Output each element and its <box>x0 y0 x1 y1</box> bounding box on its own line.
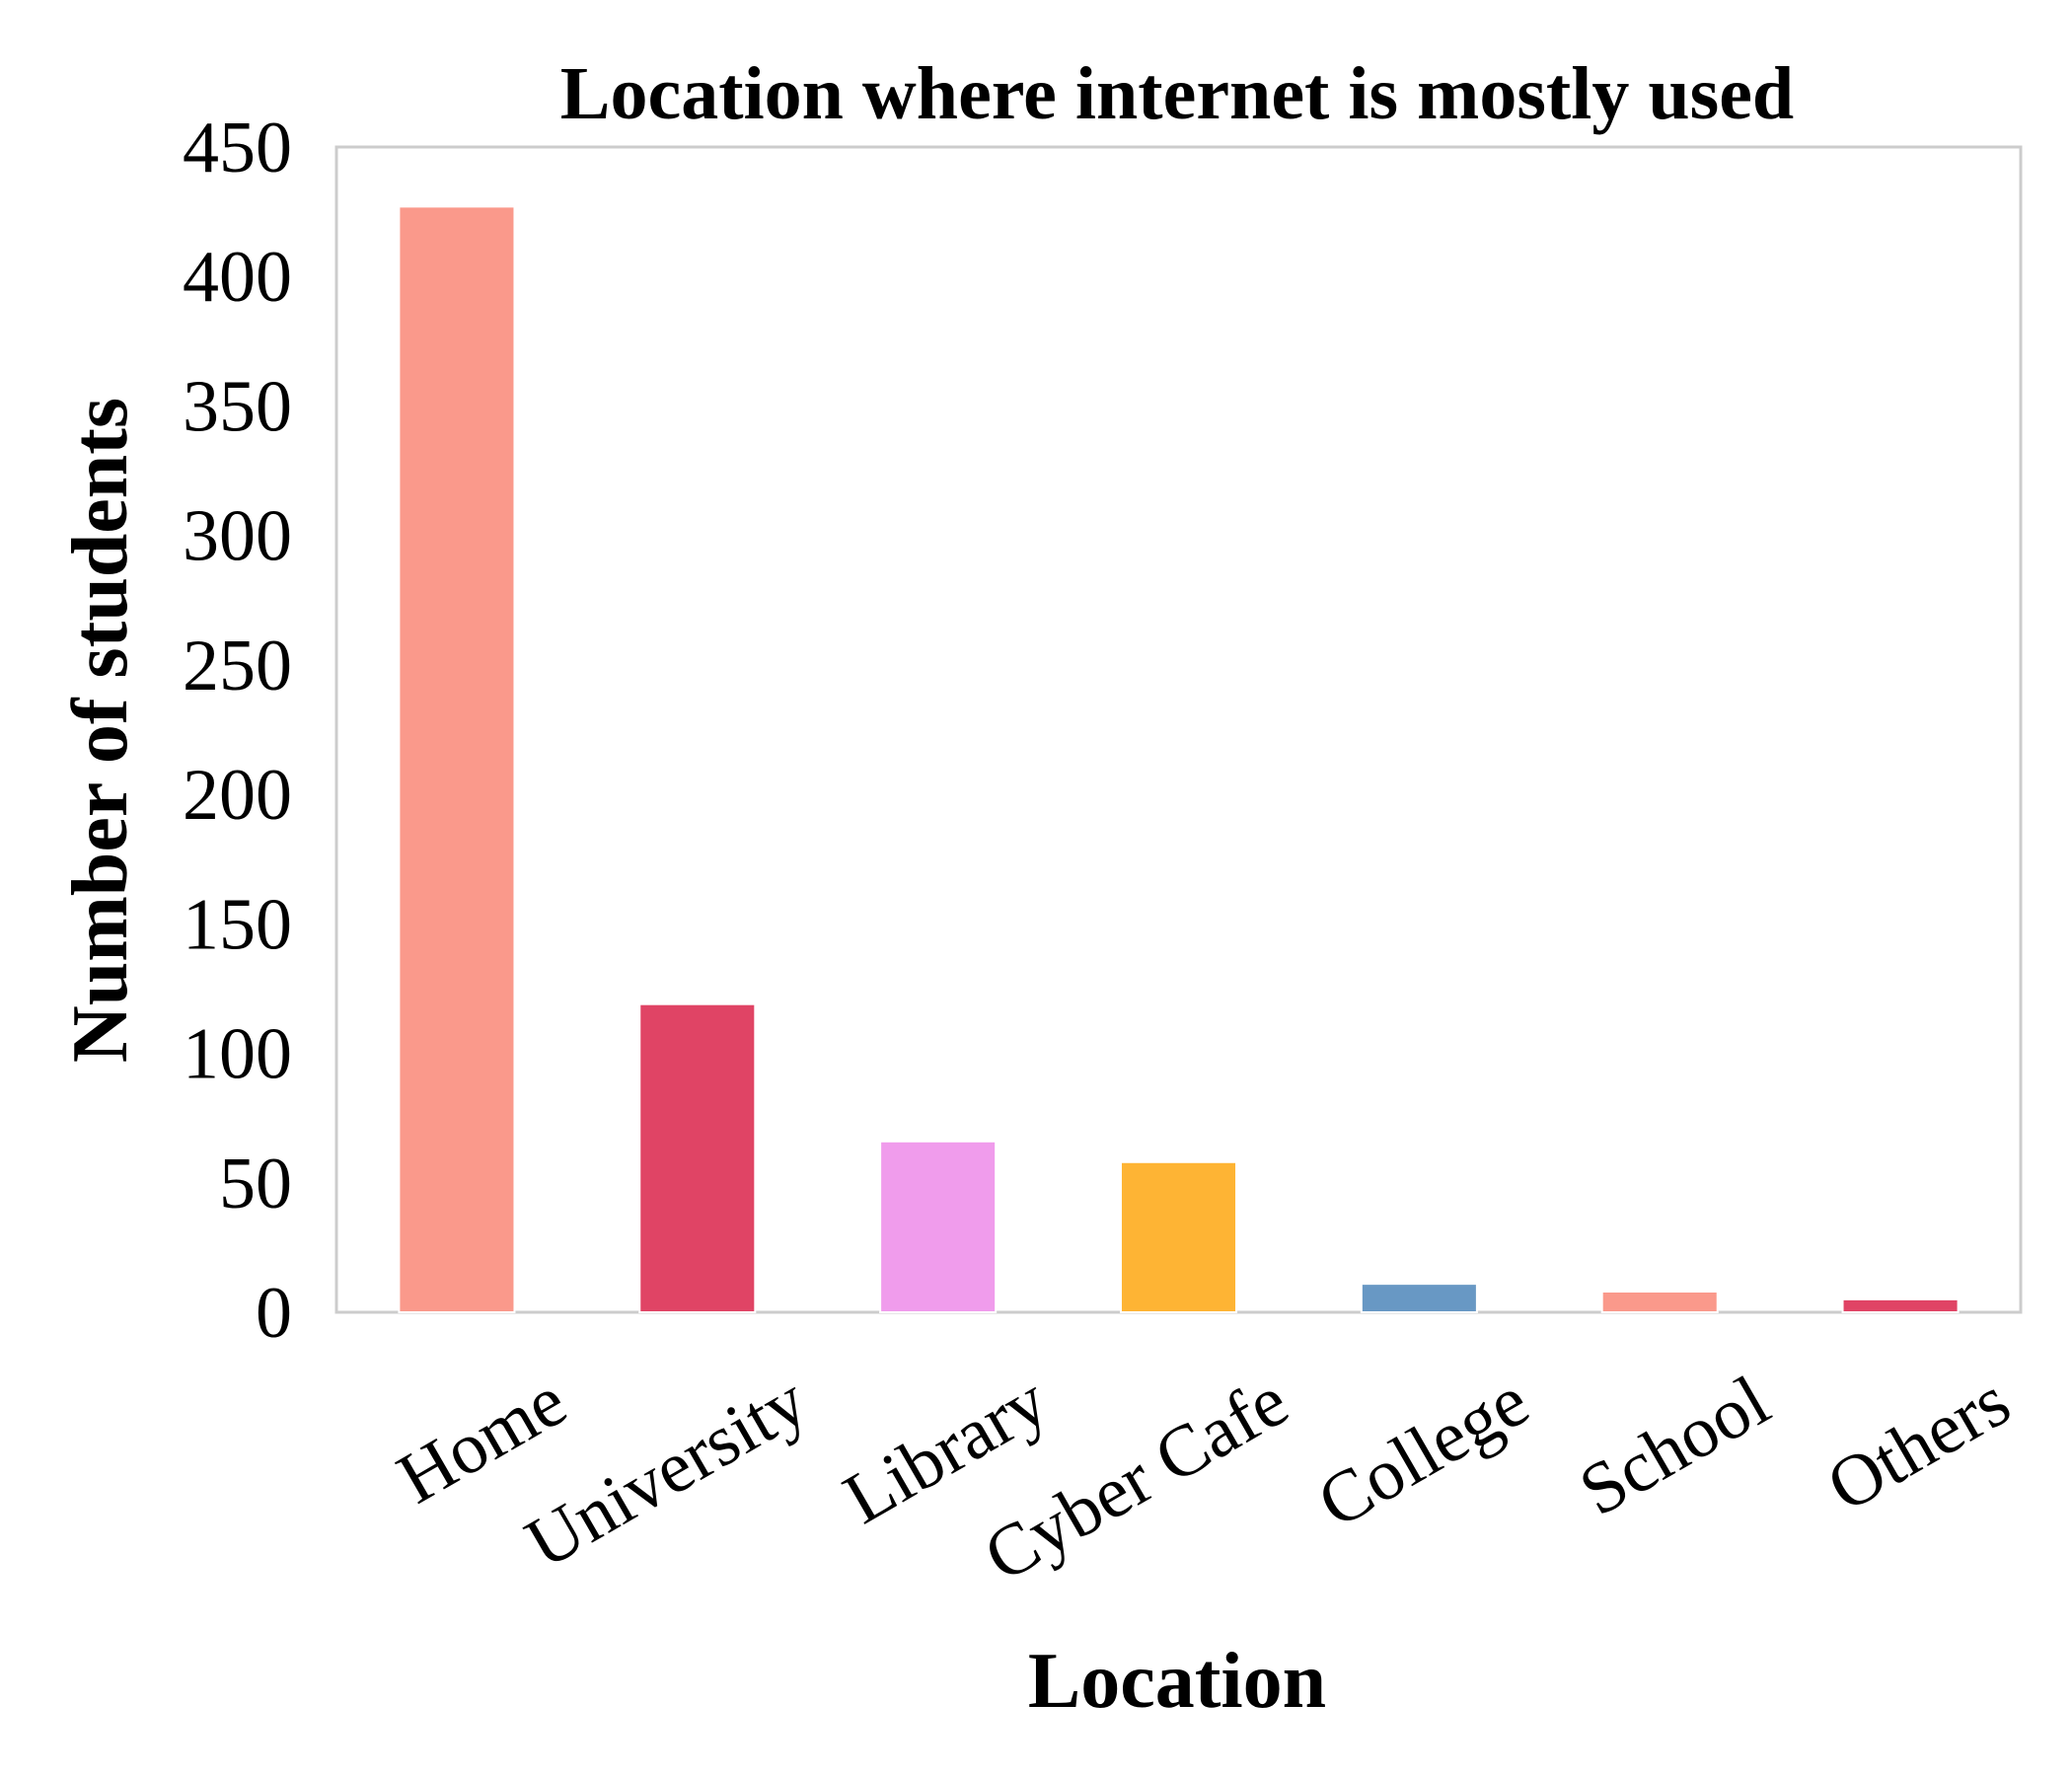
bar-library <box>879 1140 998 1313</box>
x-tick-label-college: College <box>1305 1361 1542 1544</box>
y-tick-label-350: 350 <box>183 366 292 447</box>
bar-home <box>398 205 516 1314</box>
bar-college <box>1360 1283 1478 1313</box>
bar-others <box>1841 1297 1960 1314</box>
x-tick-label-school: School <box>1567 1361 1783 1532</box>
x-tick-label-others: Others <box>1814 1361 2024 1528</box>
bars-group <box>398 205 1960 1314</box>
bar-school <box>1600 1291 1719 1313</box>
y-tick-label-0: 0 <box>256 1273 292 1354</box>
y-tick-label-150: 150 <box>183 884 292 965</box>
y-tick-label-250: 250 <box>183 626 292 706</box>
y-axis-label: Number of students <box>57 398 144 1063</box>
y-tick-label-400: 400 <box>183 237 292 318</box>
y-tick-labels: 0 50 100 150 200 250 300 350 400 450 <box>183 108 292 1354</box>
x-tick-label-university: University <box>513 1361 821 1585</box>
y-tick-label-300: 300 <box>183 496 292 577</box>
y-tick-label-200: 200 <box>183 755 292 836</box>
chart-title: Location where internet is mostly used <box>560 52 1794 135</box>
x-axis-label: Location <box>1028 1638 1326 1725</box>
plot-area-frame <box>334 145 2023 1314</box>
bar-cyber-cafe <box>1119 1160 1238 1313</box>
y-tick-label-50: 50 <box>219 1144 292 1224</box>
y-tick-label-450: 450 <box>183 108 292 188</box>
y-tick-label-100: 100 <box>183 1014 292 1095</box>
bar-university <box>638 1002 757 1313</box>
